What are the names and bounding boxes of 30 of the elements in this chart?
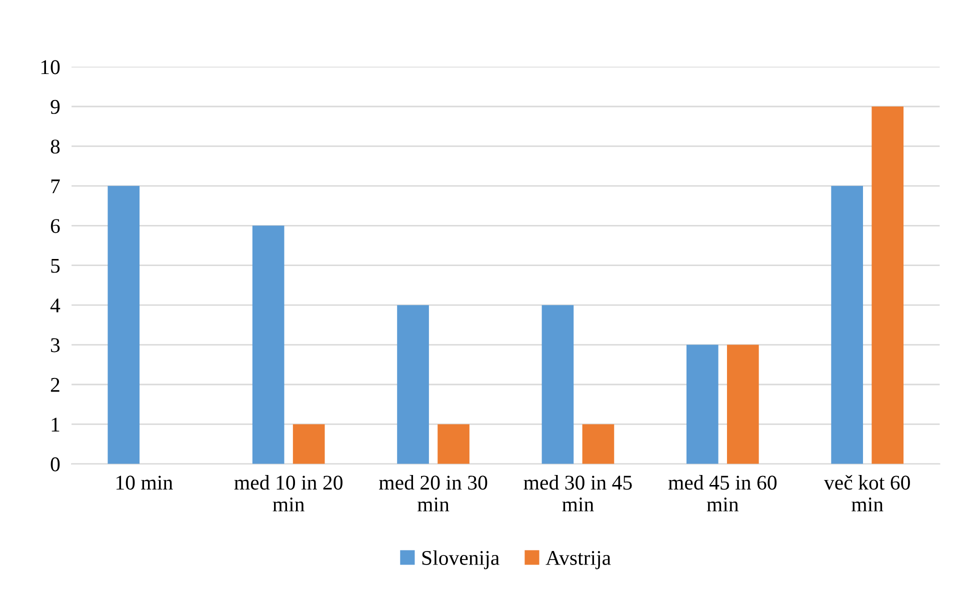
y-tick-label: 7 xyxy=(51,180,60,194)
y-tick-label: 0 xyxy=(50,457,60,472)
bar xyxy=(726,344,759,464)
bar xyxy=(582,424,614,464)
y-tick-label: 4 xyxy=(50,298,60,312)
x-tick-label: 10 min xyxy=(116,476,173,490)
bar xyxy=(108,186,140,464)
bar xyxy=(686,344,718,464)
legend-label: Slovenija xyxy=(422,550,500,570)
y-tick-label: 2 xyxy=(50,378,60,392)
y-tick-label: 10 xyxy=(41,60,60,74)
bar xyxy=(252,226,284,464)
y-tick-label: 9 xyxy=(50,100,60,114)
x-tick-label: med 45 in 60 min xyxy=(668,475,777,512)
y-tick-label: 3 xyxy=(51,338,60,352)
y-tick-label: 8 xyxy=(50,140,60,154)
x-tick-label: več kot 60 min xyxy=(824,475,910,512)
bar xyxy=(831,186,864,464)
x-tick-label: med 20 in 30 min xyxy=(379,475,488,512)
legend-label: Avstrija xyxy=(546,550,611,570)
bar xyxy=(292,424,325,464)
bar xyxy=(438,424,470,464)
x-tick-label: med 10 in 20 min xyxy=(234,475,342,512)
x-tick-label: med 30 in 45 min xyxy=(524,475,632,512)
y-tick-label: 1 xyxy=(52,418,60,432)
bar xyxy=(397,305,429,464)
y-tick-label: 5 xyxy=(51,258,60,273)
bar xyxy=(542,305,574,464)
bar xyxy=(872,106,904,464)
y-tick-label: 6 xyxy=(50,219,60,234)
